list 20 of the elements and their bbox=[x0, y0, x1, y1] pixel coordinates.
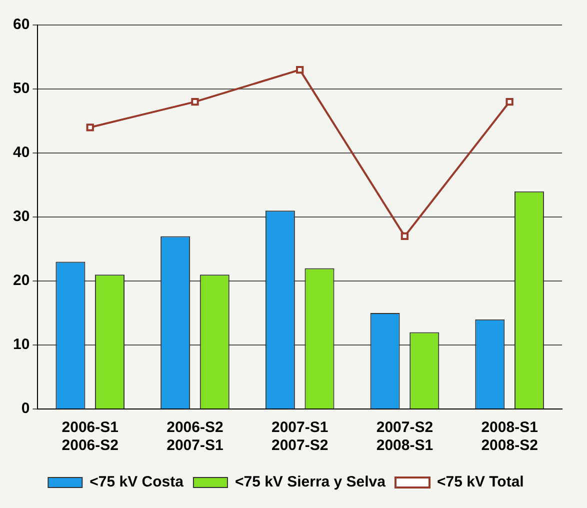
x-tick-label: 2007-S1 2007-S2 bbox=[271, 419, 328, 454]
y-tick-label: 60 bbox=[12, 16, 30, 34]
legend-label: <75 kV Sierra y Selva bbox=[234, 474, 386, 491]
x-tick-label: 2007-S2 2008-S1 bbox=[376, 419, 434, 454]
y-tick-label: 10 bbox=[12, 336, 30, 354]
legend-label: <75 kV Total bbox=[436, 474, 524, 491]
point bbox=[191, 98, 199, 106]
point bbox=[86, 124, 94, 132]
point bbox=[506, 98, 514, 106]
point bbox=[400, 232, 409, 240]
y-tick-label: 40 bbox=[12, 144, 30, 162]
x-tick-label: 2006-S2 2007-S1 bbox=[166, 419, 224, 454]
x-tick-label: 2006-S1 2006-S2 bbox=[62, 419, 118, 454]
y-tick-label: 50 bbox=[12, 80, 30, 98]
y-tick-label: 30 bbox=[12, 208, 30, 226]
legend-label: <75 kV Costa bbox=[90, 474, 184, 491]
point bbox=[296, 66, 304, 74]
x-tick-label: 2008-S1 2008-S2 bbox=[481, 419, 538, 454]
y-tick-label: 0 bbox=[21, 400, 30, 418]
y-tick-label: 20 bbox=[12, 272, 30, 290]
